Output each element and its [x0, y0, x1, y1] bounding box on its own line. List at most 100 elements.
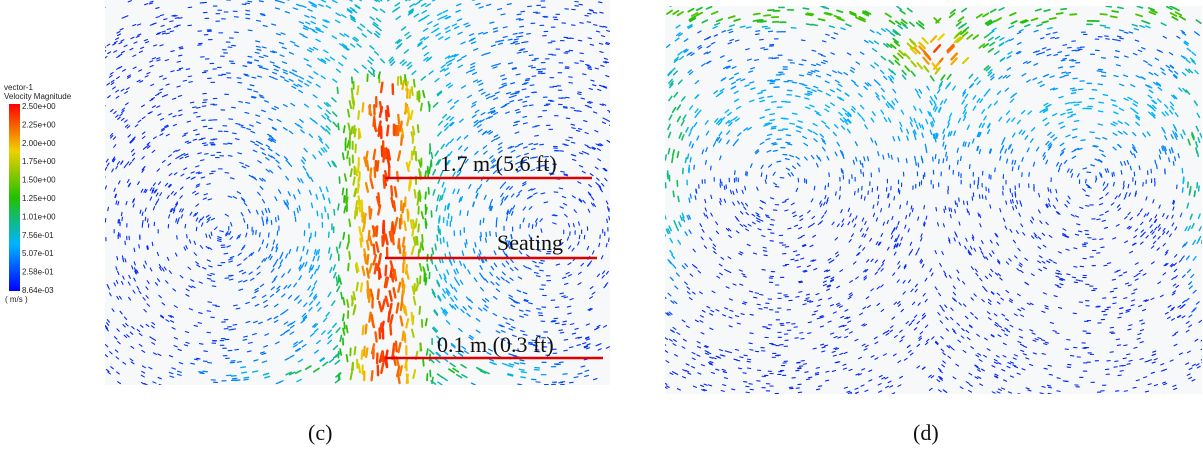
vector-arrow — [855, 191, 856, 194]
vector-arrow — [1015, 192, 1016, 195]
vector-arrow — [936, 207, 937, 210]
vector-arrow — [1012, 193, 1013, 196]
vector-arrow — [387, 126, 388, 136]
vector-arrow — [939, 159, 940, 163]
vector-arrow — [1194, 191, 1195, 196]
vector-arrow — [375, 264, 377, 273]
vector-arrow — [147, 246, 148, 249]
vector-arrow — [796, 297, 799, 298]
vector-arrow — [170, 21, 173, 22]
vector-arrow — [1048, 188, 1049, 191]
vector-arrow — [579, 235, 580, 238]
vector-arrow — [367, 255, 368, 264]
vector-arrow — [588, 69, 591, 70]
vector-arrow — [349, 252, 350, 259]
vector-arrow — [878, 195, 879, 198]
vector-arrow — [233, 133, 237, 134]
vector-arrow — [877, 202, 878, 205]
vector-arrow — [672, 157, 673, 163]
vector-arrow — [761, 48, 765, 49]
vector-arrow — [369, 231, 370, 240]
vector-arrow — [580, 53, 583, 54]
vector-arrow — [430, 148, 431, 154]
vector-arrow — [534, 144, 538, 145]
vector-arrow — [239, 102, 243, 103]
vector-arrow — [418, 125, 419, 132]
vector-arrow — [255, 60, 259, 61]
vector-arrow — [1175, 157, 1176, 161]
vector-arrow — [363, 103, 364, 111]
vector-arrow — [755, 60, 759, 61]
vector-arrow — [1086, 179, 1087, 183]
vector-arrow — [1124, 345, 1127, 346]
vector-arrow — [177, 61, 180, 62]
vector-arrow — [1118, 7, 1123, 8]
vector-arrow — [421, 104, 422, 111]
vector-arrow — [786, 142, 790, 143]
vector-arrow — [381, 83, 382, 92]
vector-arrow — [246, 18, 250, 19]
vector-arrow — [922, 159, 923, 163]
vector-arrow — [361, 283, 362, 291]
vector-arrow — [419, 307, 420, 314]
vector-arrow — [795, 260, 798, 261]
figure: vector-1 Velocity Magnitude 2.50e+002.25… — [0, 0, 1203, 451]
vector-arrow — [815, 374, 818, 375]
vector-arrow — [257, 20, 261, 21]
vector-arrow — [201, 160, 204, 161]
vector-arrow — [397, 172, 398, 181]
vector-arrow — [211, 232, 212, 235]
vector-arrow — [1049, 374, 1052, 375]
vector-arrow — [1098, 84, 1102, 85]
vector-arrow — [367, 241, 368, 250]
vector-arrow — [841, 169, 842, 173]
vector-arrow — [234, 305, 238, 306]
vector-arrow — [431, 153, 432, 159]
vector-arrow — [374, 150, 375, 159]
vector-arrow — [1055, 38, 1058, 39]
vector-arrow — [1042, 387, 1045, 388]
vector-arrow — [413, 220, 414, 228]
vector-arrow — [808, 322, 811, 323]
vector-arrow — [513, 34, 517, 35]
vector-arrow — [369, 207, 370, 216]
vector-arrow — [945, 206, 946, 209]
vector-arrow — [799, 64, 803, 65]
vector-arrow — [535, 135, 539, 136]
vector-arrow — [405, 78, 406, 85]
vector-arrow — [362, 213, 363, 221]
vector-arrow — [800, 75, 804, 76]
vector-arrow — [764, 251, 767, 252]
vector-arrow — [256, 41, 260, 42]
vector-arrow — [448, 214, 449, 219]
vector-arrow — [765, 109, 769, 110]
vector-arrow — [145, 217, 146, 220]
vector-arrow — [465, 243, 466, 247]
vector-arrow — [202, 138, 205, 139]
vector-arrow — [670, 4, 674, 7]
vector-arrow — [1064, 75, 1068, 76]
vector-arrow — [266, 220, 267, 224]
vector-arrow — [183, 80, 186, 81]
vector-arrow — [861, 195, 862, 198]
vector-arrow — [177, 25, 180, 26]
vector-arrow — [588, 13, 591, 14]
vector-arrow — [367, 161, 368, 170]
vector-arrow — [673, 191, 674, 196]
vector-arrow — [588, 67, 591, 68]
vector-arrow — [1066, 73, 1070, 74]
vector-arrow — [396, 342, 397, 351]
vector-arrow — [1071, 102, 1075, 103]
vector-arrow — [1118, 317, 1121, 318]
vector-arrow — [750, 314, 753, 315]
vector-arrow — [506, 217, 507, 221]
vector-arrow — [1127, 354, 1130, 355]
vector-arrow — [1065, 55, 1069, 56]
vector-arrow — [199, 372, 203, 373]
vector-arrow — [1139, 166, 1140, 170]
vector-arrow — [768, 229, 771, 230]
vector-arrow — [575, 63, 578, 64]
vector-arrow — [585, 15, 588, 16]
vector-arrow — [207, 311, 211, 312]
vector-arrow — [924, 206, 925, 209]
